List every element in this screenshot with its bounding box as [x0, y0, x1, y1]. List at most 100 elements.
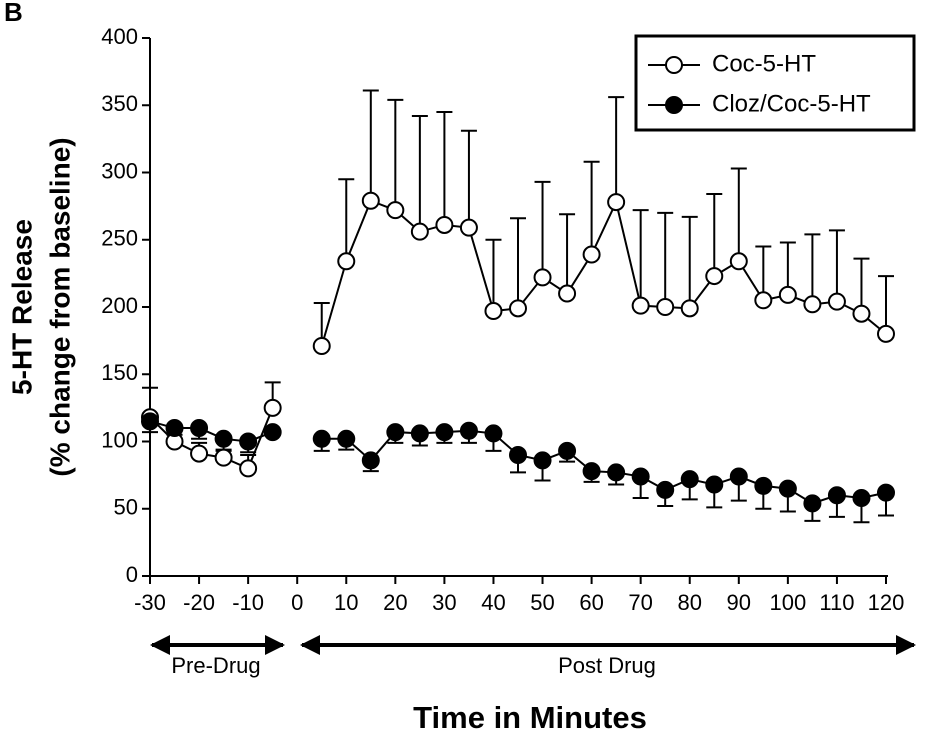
data-point — [754, 476, 773, 495]
y-axis-label: (% change from baseline) — [44, 137, 75, 476]
data-point — [190, 444, 209, 463]
data-point — [533, 268, 552, 287]
data-point — [459, 421, 478, 440]
data-point — [705, 475, 724, 494]
x-tick-label: 120 — [868, 590, 905, 615]
data-point — [459, 218, 478, 237]
y-axis-label: 5-HT Release — [6, 219, 37, 395]
data-point — [337, 252, 356, 271]
data-point — [680, 470, 699, 489]
y-tick-label: 50 — [114, 495, 138, 520]
error-bar — [510, 217, 526, 309]
data-point — [778, 285, 797, 304]
x-tick-label: 30 — [432, 590, 456, 615]
data-point — [435, 423, 454, 442]
data-point — [165, 419, 184, 438]
error-bar — [804, 233, 821, 305]
data-point — [852, 488, 871, 507]
legend-box — [634, 34, 916, 132]
data-point — [239, 432, 258, 451]
y-tick-label: 200 — [101, 293, 138, 318]
x-tick-label: 40 — [481, 590, 505, 615]
error-bar — [657, 211, 674, 307]
y-tick-label: 100 — [101, 427, 138, 452]
y-tick-label: 250 — [101, 226, 138, 251]
data-point — [361, 191, 380, 210]
data-point — [729, 467, 748, 486]
data-point — [877, 324, 895, 343]
data-point — [656, 298, 675, 316]
y-tick-label: 350 — [101, 91, 138, 116]
data-point — [558, 284, 577, 303]
annotation: Post Drug — [558, 653, 656, 678]
y-tick-label: 300 — [101, 158, 138, 183]
y-tick-label: 150 — [101, 360, 138, 385]
data-point — [214, 448, 233, 467]
error-bar — [583, 160, 600, 255]
error-bar — [411, 115, 428, 232]
data-point — [558, 441, 577, 460]
x-tick-label: -10 — [232, 590, 264, 615]
data-point — [631, 296, 650, 315]
y-tick-label: 0 — [126, 562, 138, 587]
error-bar — [730, 167, 747, 262]
data-point — [656, 480, 675, 499]
x-tick-label: 90 — [727, 590, 751, 615]
data-point — [705, 267, 724, 286]
data-point — [337, 429, 356, 448]
data-point — [754, 291, 773, 310]
error-bar — [828, 229, 845, 302]
data-point — [312, 337, 331, 356]
data-point — [827, 292, 846, 311]
error-bar — [485, 238, 502, 312]
data-point — [484, 302, 503, 321]
x-tick-label: 110 — [819, 590, 854, 615]
error-bar — [706, 193, 723, 277]
x-tick-label: -20 — [183, 590, 215, 615]
data-point — [484, 424, 503, 443]
error-bar — [362, 89, 379, 201]
data-point — [803, 295, 822, 314]
data-point — [263, 398, 282, 417]
error-bar — [559, 213, 576, 294]
error-bar — [534, 180, 551, 278]
data-point — [533, 451, 552, 470]
annotation: Pre-Drug — [171, 653, 260, 678]
x-tick-label: 20 — [383, 590, 407, 615]
data-point — [729, 252, 748, 271]
data-point — [582, 245, 601, 264]
data-point — [214, 429, 233, 448]
data-point — [803, 494, 822, 513]
x-tick-label: 80 — [677, 590, 701, 615]
data-point — [607, 463, 626, 482]
data-point — [509, 299, 527, 318]
error-bar — [632, 209, 649, 306]
legend-marker — [665, 56, 683, 74]
x-tick-label: 60 — [579, 590, 603, 615]
data-point — [190, 419, 209, 438]
legend-label: Cloz/Coc-5-HT — [712, 90, 871, 117]
error-bar — [460, 129, 477, 228]
error-bar — [608, 96, 625, 203]
data-point — [631, 467, 650, 486]
error-bar — [878, 275, 894, 334]
data-point — [607, 193, 626, 212]
x-tick-label: 100 — [770, 590, 807, 615]
legend-label: Coc-5-HT — [712, 50, 816, 77]
error-bar — [681, 215, 698, 309]
x-tick-label: 10 — [334, 590, 358, 615]
data-point — [386, 201, 405, 220]
x-tick-label: -30 — [134, 590, 166, 615]
data-point — [239, 459, 258, 478]
legend-marker — [665, 96, 683, 114]
error-bar — [853, 257, 870, 314]
panel-label: B — [4, 0, 23, 27]
data-point — [680, 299, 699, 318]
data-point — [877, 483, 895, 502]
x-axis-label: Time in Minutes — [413, 700, 647, 735]
data-point — [263, 423, 282, 442]
error-bar — [436, 110, 453, 225]
error-bar — [387, 98, 404, 211]
data-point — [361, 451, 380, 470]
